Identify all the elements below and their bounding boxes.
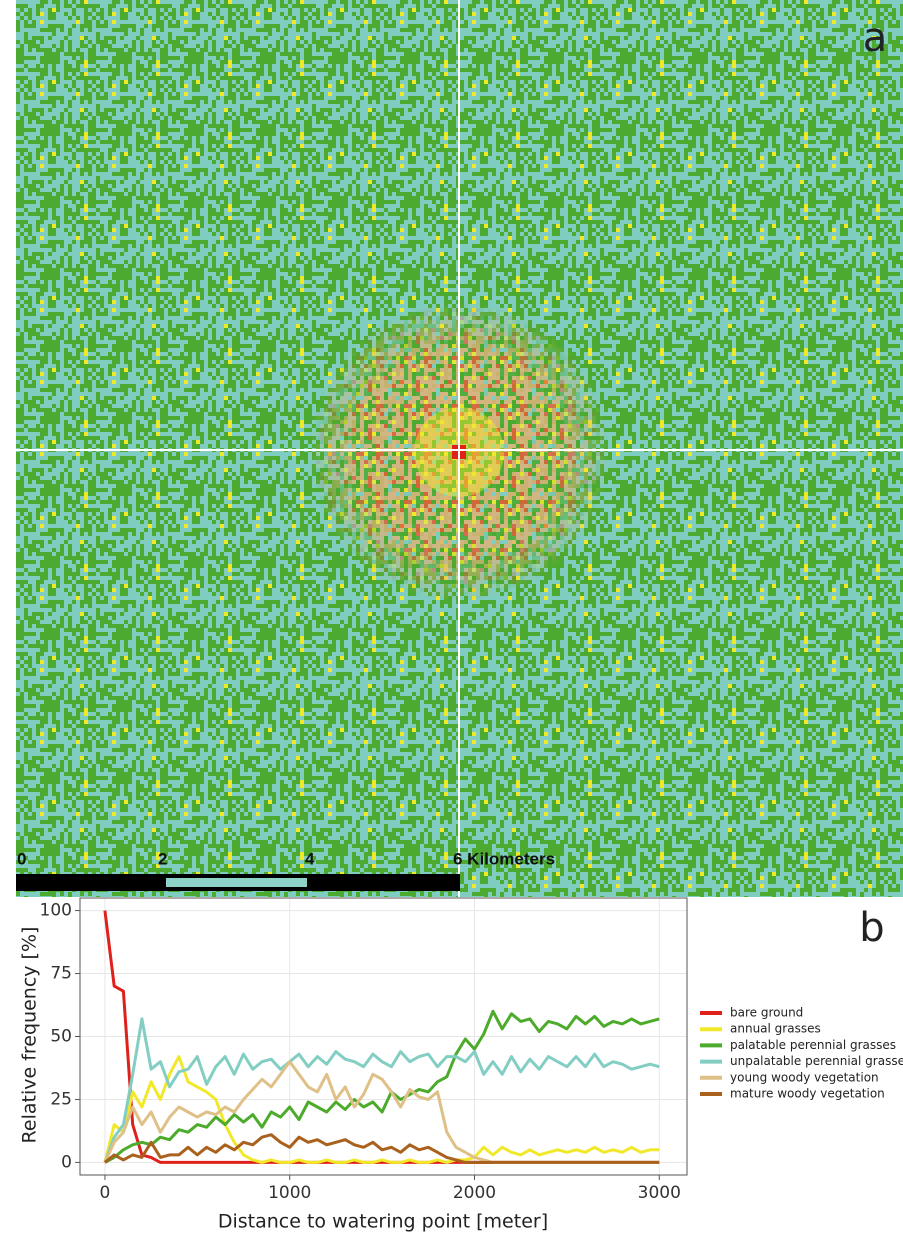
legend-label: bare ground: [730, 1006, 803, 1020]
scale-label: 0: [17, 849, 26, 868]
x-tick-label: 0: [100, 1183, 111, 1203]
x-axis-title: Distance to watering point [meter]: [218, 1211, 548, 1233]
legend-label: annual grasses: [730, 1022, 821, 1036]
scale-label: 6 Kilometers: [453, 849, 555, 868]
x-tick-label: 3000: [638, 1183, 681, 1203]
scale-label: 2: [158, 849, 167, 868]
scale-segment: [310, 874, 460, 891]
panel-label: a: [863, 15, 888, 61]
map-panel: a 0 2 4 6 Kilometers: [16, 0, 903, 897]
chart-panel: b Distance to watering point [meter] Rel…: [19, 898, 903, 1233]
y-tick-label: 75: [50, 964, 72, 984]
scale-segment: [166, 878, 307, 887]
y-tick-label: 0: [61, 1152, 72, 1172]
y-tick-label: 25: [50, 1089, 72, 1109]
panel-label: b: [859, 905, 884, 951]
scale-segment: [16, 874, 163, 891]
y-axis-title: Relative frequency [%]: [19, 927, 41, 1144]
legend-label: young woody vegetation: [730, 1070, 879, 1084]
x-tick-label: 2000: [453, 1183, 496, 1203]
legend-label: mature woody vegetation: [730, 1087, 885, 1101]
y-tick-label: 100: [40, 901, 72, 921]
legend-label: unpalatable perennial grasses: [730, 1054, 903, 1068]
x-tick-label: 1000: [268, 1183, 311, 1203]
scale-label: 4: [305, 849, 315, 868]
y-tick-label: 50: [50, 1027, 72, 1047]
legend-label: palatable perennial grasses: [730, 1038, 896, 1052]
